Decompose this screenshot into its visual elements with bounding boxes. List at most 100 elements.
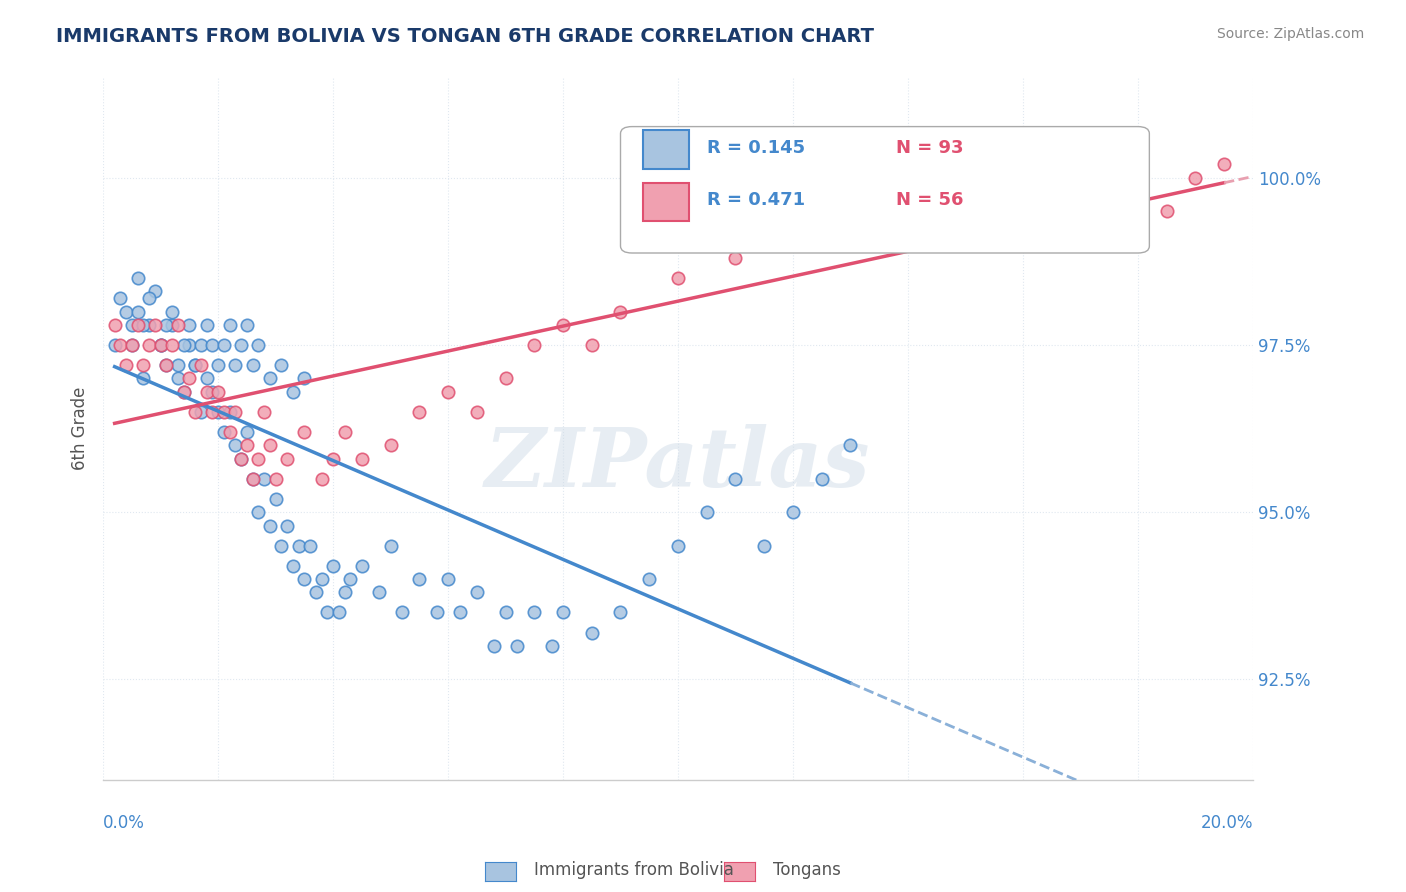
- Point: [270, 358, 292, 372]
- Point: [155, 318, 177, 332]
- FancyBboxPatch shape: [644, 183, 689, 221]
- Point: [581, 625, 603, 640]
- Point: [609, 606, 631, 620]
- Point: [408, 405, 430, 419]
- Point: [138, 318, 160, 332]
- Point: [160, 304, 183, 318]
- Point: [465, 405, 488, 419]
- Point: [127, 271, 149, 285]
- Point: [810, 472, 832, 486]
- Point: [132, 371, 155, 385]
- Point: [236, 318, 259, 332]
- FancyBboxPatch shape: [620, 127, 1149, 253]
- Point: [229, 451, 252, 466]
- Point: [179, 371, 201, 385]
- FancyBboxPatch shape: [644, 130, 689, 169]
- Point: [195, 371, 218, 385]
- Point: [127, 304, 149, 318]
- Point: [132, 358, 155, 372]
- Point: [218, 318, 240, 332]
- Point: [138, 291, 160, 305]
- Point: [132, 318, 155, 332]
- Y-axis label: 6th Grade: 6th Grade: [72, 387, 89, 470]
- Point: [207, 405, 229, 419]
- Point: [449, 606, 471, 620]
- Point: [224, 438, 246, 452]
- Point: [666, 539, 689, 553]
- Point: [638, 572, 661, 586]
- Point: [212, 425, 235, 439]
- Point: [425, 606, 447, 620]
- Point: [167, 371, 190, 385]
- Point: [292, 572, 315, 586]
- Point: [242, 472, 264, 486]
- Point: [897, 204, 920, 219]
- Point: [1126, 184, 1149, 198]
- Point: [104, 338, 127, 352]
- Point: [322, 558, 344, 573]
- Point: [305, 585, 328, 599]
- Point: [155, 358, 177, 372]
- Point: [281, 384, 304, 399]
- Point: [391, 606, 413, 620]
- Point: [782, 505, 804, 519]
- Point: [121, 338, 143, 352]
- Point: [1156, 204, 1178, 219]
- Point: [506, 639, 529, 653]
- Point: [229, 338, 252, 352]
- Point: [495, 606, 517, 620]
- Point: [465, 585, 488, 599]
- Point: [173, 338, 195, 352]
- Point: [224, 405, 246, 419]
- Point: [270, 539, 292, 553]
- Text: N = 93: N = 93: [897, 138, 965, 157]
- Point: [247, 505, 270, 519]
- Point: [173, 384, 195, 399]
- Point: [247, 451, 270, 466]
- Point: [149, 338, 172, 352]
- Point: [149, 338, 172, 352]
- Point: [247, 338, 270, 352]
- Point: [380, 438, 402, 452]
- Point: [311, 572, 333, 586]
- Point: [127, 318, 149, 332]
- Point: [218, 405, 240, 419]
- Point: [184, 405, 207, 419]
- Point: [224, 358, 246, 372]
- Point: [160, 318, 183, 332]
- Point: [523, 606, 546, 620]
- Point: [437, 384, 460, 399]
- Point: [253, 405, 276, 419]
- Point: [184, 358, 207, 372]
- Point: [322, 451, 344, 466]
- Point: [195, 318, 218, 332]
- Point: [138, 338, 160, 352]
- Point: [540, 639, 562, 653]
- Point: [523, 338, 546, 352]
- Point: [333, 425, 356, 439]
- Text: R = 0.145: R = 0.145: [707, 138, 804, 157]
- Point: [212, 338, 235, 352]
- Point: [495, 371, 517, 385]
- Point: [179, 318, 201, 332]
- Point: [754, 237, 776, 252]
- Point: [551, 606, 574, 620]
- Point: [229, 451, 252, 466]
- Point: [184, 358, 207, 372]
- Point: [242, 358, 264, 372]
- Point: [110, 291, 132, 305]
- Point: [437, 572, 460, 586]
- Point: [253, 472, 276, 486]
- Text: 0.0%: 0.0%: [103, 814, 145, 832]
- Point: [380, 539, 402, 553]
- Point: [179, 338, 201, 352]
- Point: [121, 338, 143, 352]
- Point: [839, 438, 862, 452]
- Point: [1213, 157, 1236, 171]
- Point: [581, 338, 603, 352]
- Point: [149, 338, 172, 352]
- Point: [155, 358, 177, 372]
- Point: [316, 606, 339, 620]
- Point: [292, 371, 315, 385]
- Point: [212, 405, 235, 419]
